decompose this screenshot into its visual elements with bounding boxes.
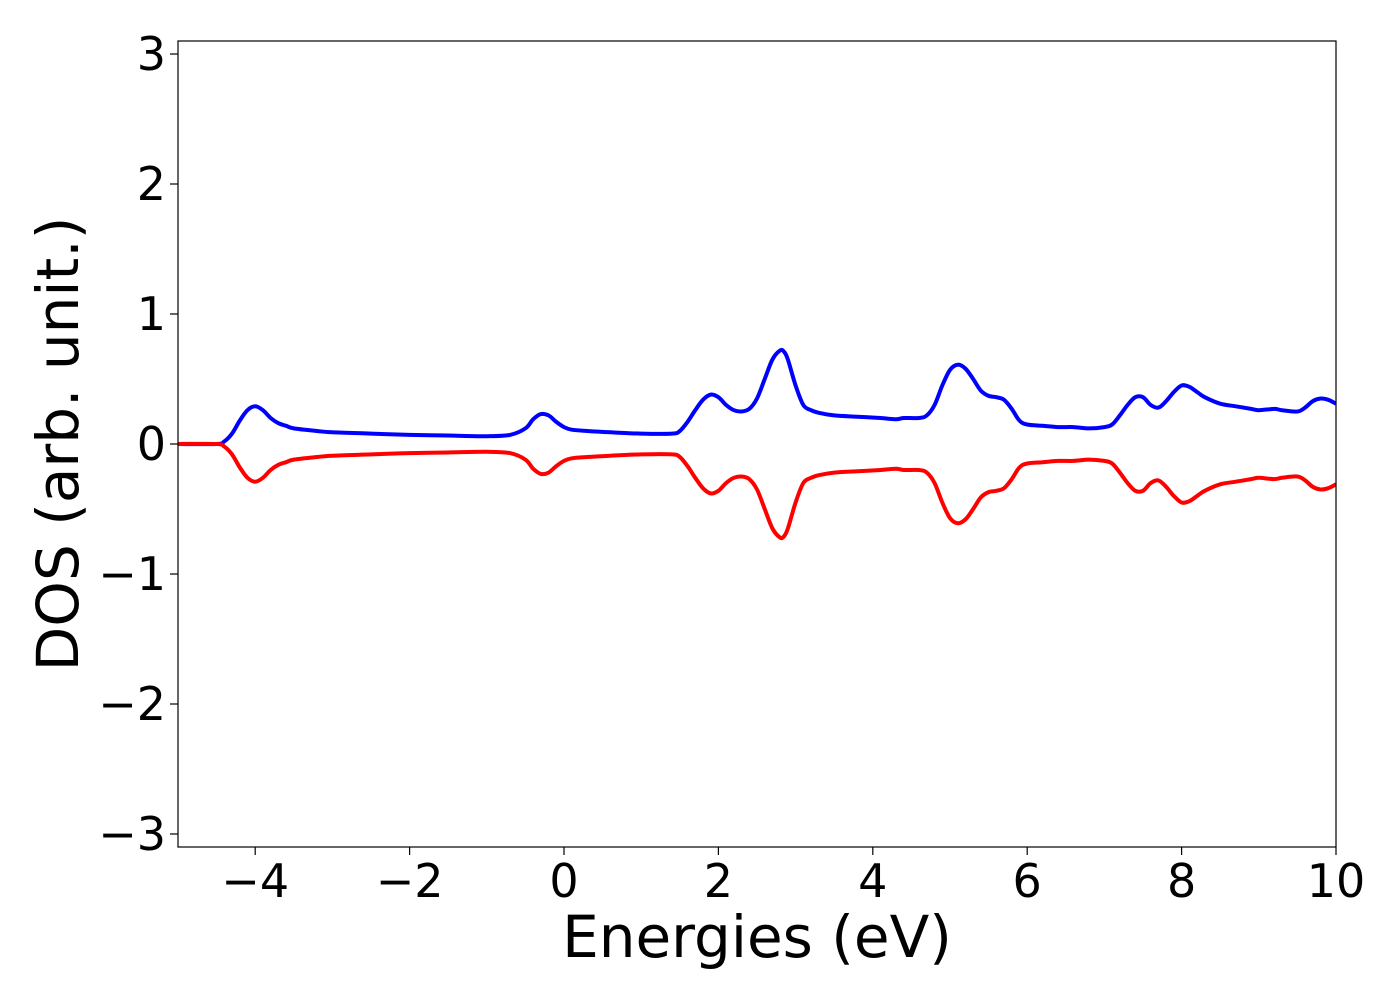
x-axis: −4 −2 0 2 4 6 8 10	[221, 847, 1365, 908]
y-tick-label: 0	[137, 417, 166, 471]
y-tick-label: −3	[98, 807, 166, 861]
y-tick-label: −1	[98, 547, 166, 601]
series-line-1	[178, 441, 1336, 541]
plot-frame	[177, 40, 1337, 848]
x-tick-label: 2	[704, 854, 733, 908]
x-tick-label: −2	[376, 854, 444, 908]
x-axis-title: Energies (eV)	[562, 903, 952, 971]
x-tick-label: 0	[549, 854, 578, 908]
x-tick-label: 8	[1167, 854, 1196, 908]
y-tick-label: 2	[137, 157, 166, 211]
x-tick-label: −4	[221, 854, 289, 908]
y-axis: −3 −2 −1 0 1 2 3	[98, 27, 178, 861]
series-line-0	[178, 347, 1336, 447]
x-tick-label: 10	[1307, 854, 1366, 908]
series-layer	[178, 347, 1336, 541]
y-tick-label: −2	[98, 677, 166, 731]
x-tick-label: 4	[858, 854, 887, 908]
x-tick-label: 6	[1013, 854, 1042, 908]
y-axis-title: DOS (arb. unit.)	[24, 217, 92, 672]
y-tick-label: 1	[137, 287, 166, 341]
y-tick-label: 3	[137, 27, 166, 81]
